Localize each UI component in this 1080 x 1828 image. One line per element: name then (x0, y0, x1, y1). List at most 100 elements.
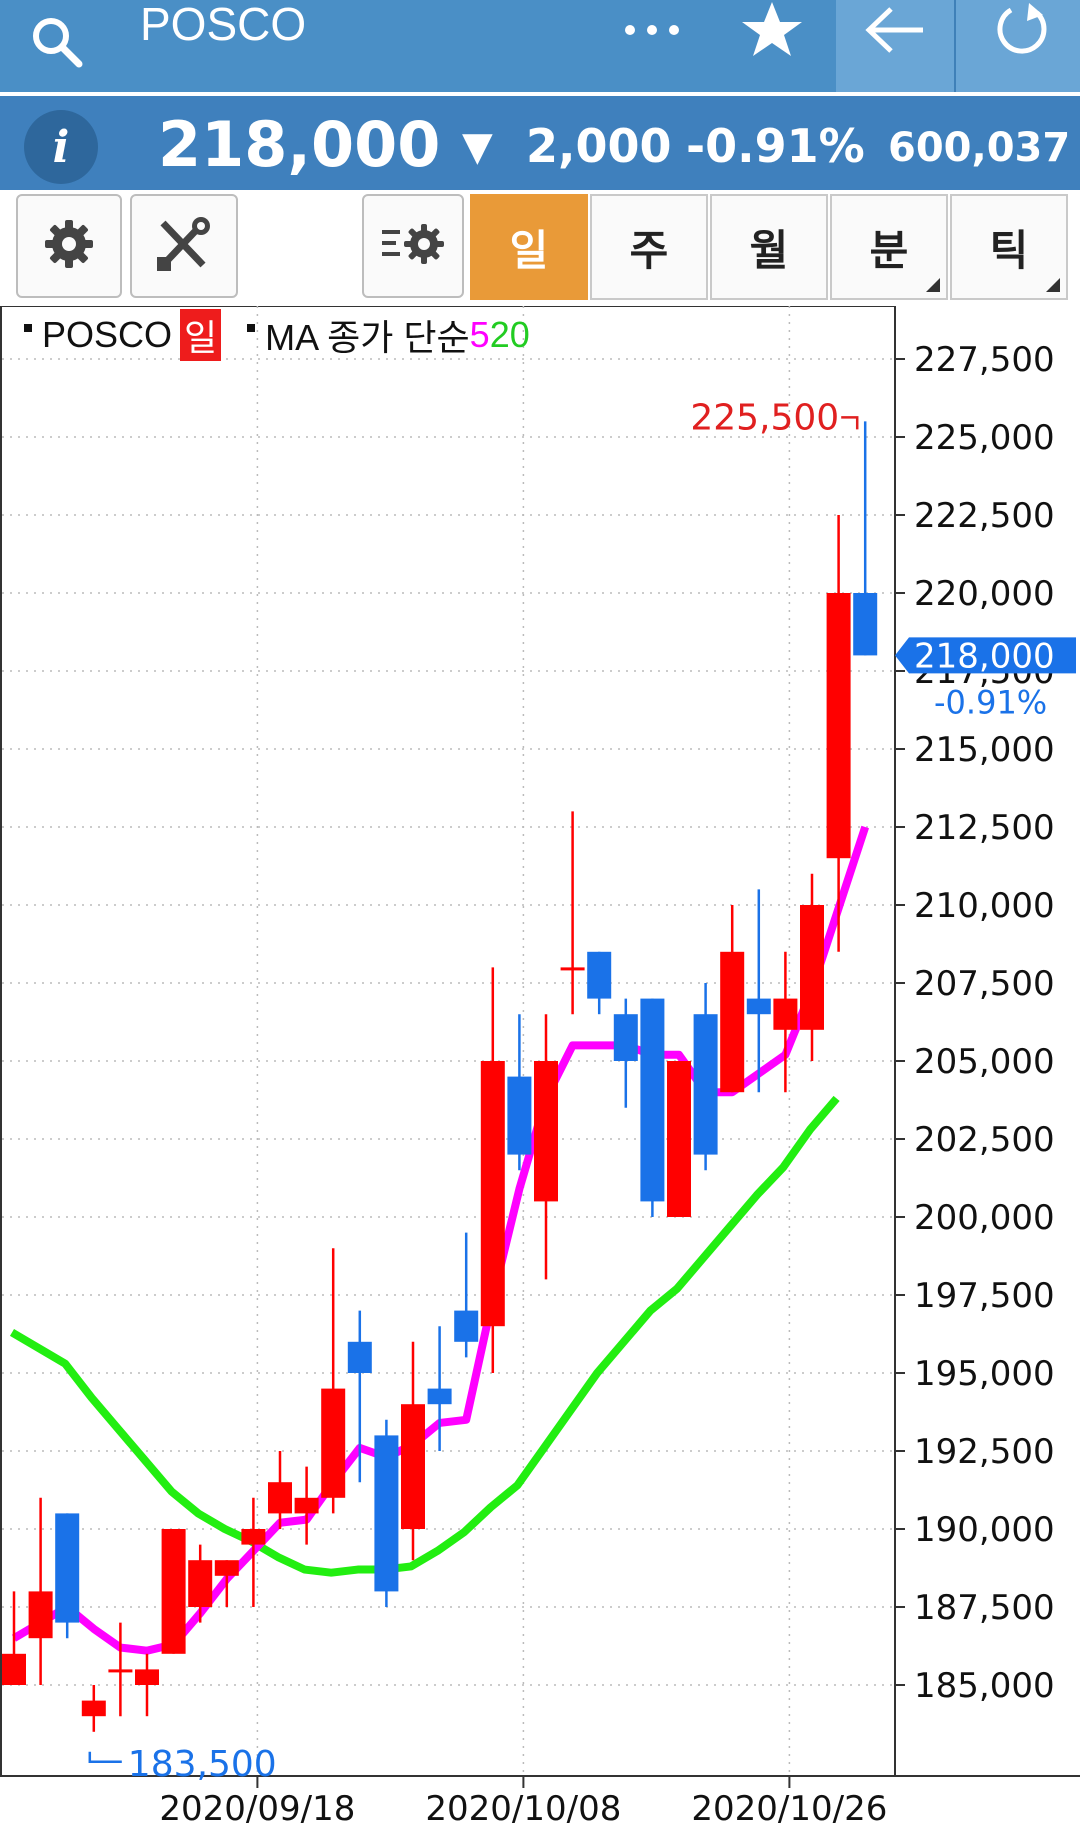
candle-body (746, 998, 771, 1015)
more-icon[interactable] (612, 0, 692, 60)
tab-tick-label: 틱 (989, 225, 1029, 275)
legend-marker (24, 324, 32, 332)
candle-body (587, 951, 612, 999)
legend-marker (247, 324, 256, 332)
candle-body (401, 1404, 425, 1529)
x-tick-label: 2020/10/26 (691, 1789, 887, 1824)
candle-body (720, 951, 745, 1093)
current-price: 218,000 (158, 108, 441, 181)
candle-body (800, 905, 824, 1030)
settings-button[interactable] (16, 194, 122, 298)
star-icon[interactable] (730, 0, 814, 60)
y-tick-label: 187,500 (914, 1588, 1055, 1628)
candle-body (374, 1435, 399, 1592)
y-tick-label: 212,500 (914, 808, 1055, 848)
back-button[interactable] (836, 0, 954, 92)
dropdown-corner-icon (926, 278, 940, 292)
candle-body (108, 1669, 133, 1673)
x-tick-label: 2020/10/08 (425, 1789, 621, 1824)
chart-legend: POSCO 일 MA 종가 단순 5 20 (22, 309, 530, 361)
candle-body (507, 1076, 532, 1155)
candle-body (28, 1591, 53, 1639)
y-tick-label: 205,000 (914, 1042, 1055, 1082)
candle-body (2, 1653, 26, 1685)
candle-body (241, 1529, 266, 1545)
tab-weekly[interactable]: 주 (590, 194, 708, 300)
tools-icon (155, 215, 213, 277)
candle-body (347, 1341, 372, 1373)
candle-body (560, 967, 585, 971)
candle-body (135, 1669, 159, 1685)
tab-monthly[interactable]: 월 (710, 194, 828, 300)
gear-icon (41, 216, 97, 276)
y-tick-label: 195,000 (914, 1354, 1055, 1394)
refresh-button[interactable] (956, 0, 1080, 92)
header-divider (954, 0, 956, 92)
y-tick-label: 220,000 (914, 574, 1055, 614)
candle-body (321, 1388, 346, 1498)
candle-body (640, 998, 665, 1202)
tab-tick[interactable]: 틱 (950, 194, 1068, 300)
candle-body (81, 1700, 106, 1717)
y-tick-label: 215,000 (914, 730, 1055, 770)
candle-body (853, 593, 878, 656)
chart-toolbar: 일 주 월 분 틱 (0, 190, 1080, 310)
price-chart[interactable]: 227,500225,000222,500220,000217,500215,0… (0, 305, 1080, 1828)
candle-body (693, 1014, 718, 1155)
dropdown-corner-icon (1046, 278, 1060, 292)
candlestick-chart[interactable]: 227,500225,000222,500220,000217,500215,0… (0, 305, 1080, 1828)
x-tick-label: 2020/09/18 (159, 1789, 355, 1824)
candle-body (480, 1061, 505, 1327)
info-icon[interactable]: i (24, 110, 98, 184)
page-title: POSCO (140, 0, 307, 50)
ma5-line (11, 825, 870, 1655)
candle-body (534, 1061, 558, 1202)
y-tick-label: 225,000 (914, 418, 1055, 458)
ma20-line (9, 1095, 840, 1577)
y-tick-label: 200,000 (914, 1198, 1055, 1238)
low-price-label: 183,500 (128, 1744, 277, 1785)
tab-minute-label: 분 (869, 225, 909, 275)
legend-ma-short: 5 (469, 314, 490, 355)
y-tick-label: 192,500 (914, 1432, 1055, 1472)
indicator-settings-button[interactable] (362, 194, 464, 298)
down-arrow-icon: ▼ (462, 124, 493, 170)
legend-period-tag: 일 (180, 309, 222, 361)
volume: 600,037 (888, 125, 1071, 171)
refresh-icon[interactable] (988, 0, 1058, 60)
indicator-settings-icon (380, 219, 446, 273)
high-price-label: 225,500 (690, 397, 839, 438)
candle-body (826, 593, 851, 859)
plot-frame (0, 305, 896, 1777)
y-tick-label: 207,500 (914, 964, 1055, 1004)
search-icon[interactable] (22, 0, 92, 92)
y-tick-label: 190,000 (914, 1510, 1055, 1550)
candle-body (667, 1061, 691, 1217)
y-tick-label: 210,000 (914, 886, 1055, 926)
candle-body (188, 1560, 213, 1607)
candle-body (55, 1513, 80, 1623)
y-tick-label: 197,500 (914, 1276, 1055, 1316)
low-price-arrow (88, 1751, 122, 1764)
candle-body (613, 1014, 638, 1061)
back-arrow-icon[interactable] (860, 0, 930, 60)
current-change-label: -0.91% (934, 683, 1047, 721)
y-tick-label: 202,500 (914, 1120, 1055, 1160)
legend-symbol: POSCO (42, 314, 173, 355)
candle-body (294, 1497, 319, 1514)
tab-minute[interactable]: 분 (830, 194, 948, 300)
high-price-arrow (841, 416, 859, 430)
tools-button[interactable] (130, 194, 238, 298)
legend-ma-label: MA 종가 단순 (265, 317, 470, 358)
legend-ma-long: 20 (489, 314, 530, 355)
price-bar: i 218,000 ▼ 2,000 -0.91% 600,037 (0, 92, 1080, 194)
candle-body (268, 1482, 292, 1514)
tab-daily[interactable]: 일 (470, 194, 588, 300)
candle-body (773, 998, 798, 1030)
y-tick-label: 227,500 (914, 340, 1055, 380)
y-tick-label: 185,000 (914, 1666, 1055, 1706)
price-change: 2,000 (526, 119, 672, 173)
candle-body (161, 1529, 186, 1654)
price-change-percent: -0.91% (686, 119, 865, 173)
current-price-label: 218,000 (914, 636, 1055, 676)
